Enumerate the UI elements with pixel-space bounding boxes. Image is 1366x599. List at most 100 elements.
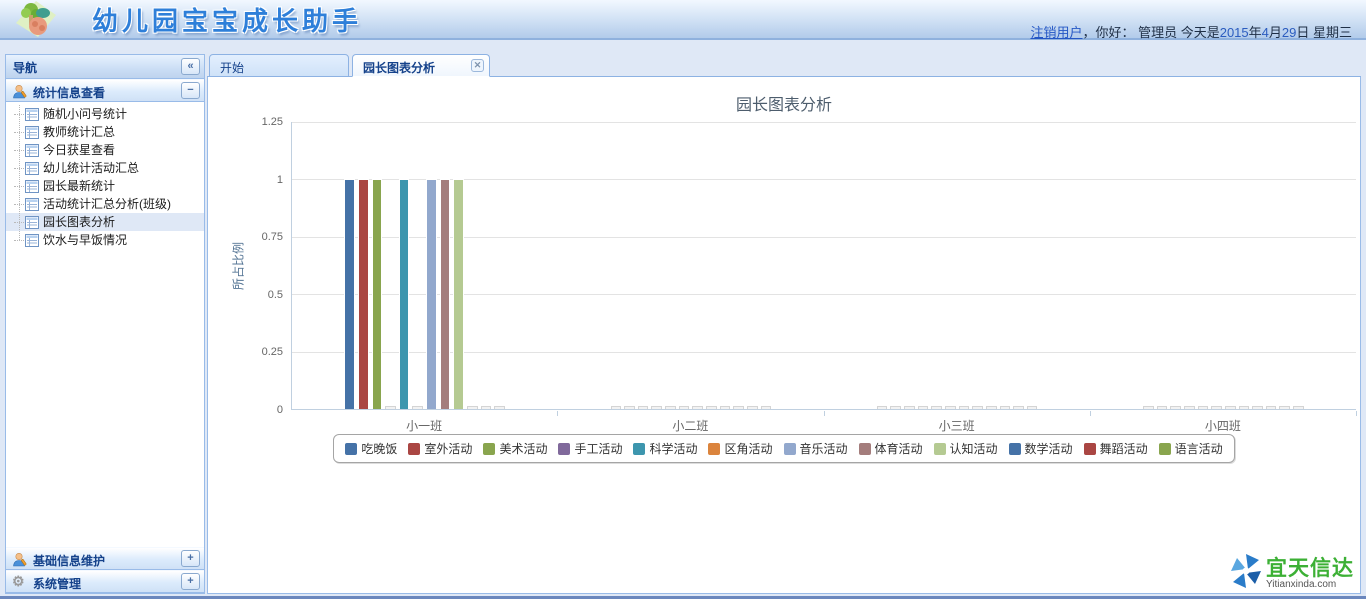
bar-小四班-数学活动[interactable]	[1265, 406, 1277, 409]
bar-小四班-科学活动[interactable]	[1197, 406, 1209, 409]
tab-start-label: 开始	[220, 61, 245, 75]
report-icon	[25, 161, 39, 175]
bar-小一班-音乐活动[interactable]	[426, 178, 437, 409]
bar-小二班-语言活动[interactable]	[760, 406, 772, 409]
bar-小三班-音乐活动[interactable]	[958, 406, 970, 409]
bar-小一班-舞蹈活动[interactable]	[480, 406, 492, 409]
bar-小二班-手工活动[interactable]	[651, 406, 663, 409]
bar-小四班-认知活动[interactable]	[1252, 406, 1263, 409]
tree-item-7[interactable]: 饮水与早饭情况	[6, 231, 204, 249]
section-system-toggle[interactable]: +	[181, 573, 200, 590]
bar-小二班-美术活动[interactable]	[637, 406, 649, 409]
logout-link[interactable]: 注销用户	[1030, 25, 1083, 40]
legend-item-手工活动[interactable]: 手工活动	[558, 440, 622, 457]
bar-小二班-吃晚饭[interactable]	[610, 406, 622, 409]
tree-item-3[interactable]: 幼儿统计活动汇总	[6, 159, 204, 177]
app-logo-icon	[16, 1, 56, 37]
bar-小三班-数学活动[interactable]	[999, 406, 1011, 409]
bar-小二班-数学活动[interactable]	[733, 406, 744, 409]
user-greeting-text: 2015	[1219, 25, 1249, 40]
legend-label: 美术活动	[499, 442, 548, 456]
tree-item-0[interactable]: 随机小问号统计	[6, 105, 204, 123]
tree-item-4[interactable]: 园长最新统计	[6, 177, 204, 195]
bar-小四班-区角活动[interactable]	[1211, 406, 1222, 409]
bar-小三班-区角活动[interactable]	[944, 406, 956, 409]
tab-close-icon[interactable]: ✕	[471, 59, 484, 72]
bar-小三班-吃晚饭[interactable]	[876, 406, 888, 409]
bar-小四班-吃晚饭[interactable]	[1143, 406, 1154, 409]
y-tick-label: 1	[276, 173, 283, 186]
section-baseinfo-toggle[interactable]: +	[181, 550, 200, 567]
x-axis-tick	[1089, 411, 1091, 416]
bar-小四班-舞蹈活动[interactable]	[1279, 406, 1291, 409]
bar-小三班-舞蹈活动[interactable]	[1013, 406, 1024, 409]
section-system-header[interactable]: ⚙ 系统管理 +	[6, 570, 204, 593]
legend-item-室外活动[interactable]: 室外活动	[408, 440, 472, 457]
legend-item-舞蹈活动[interactable]: 舞蹈活动	[1083, 440, 1148, 457]
tree-item-6[interactable]: 园长图表分析	[6, 213, 204, 231]
section-statistics-toggle[interactable]: −	[181, 82, 200, 99]
bar-小一班-区角活动[interactable]	[412, 406, 424, 409]
gridline	[292, 121, 1356, 123]
legend-item-数学活动[interactable]: 数学活动	[1008, 440, 1073, 457]
tree-item-2[interactable]: 今日获星查看	[6, 141, 204, 159]
legend-item-语言活动[interactable]: 语言活动	[1158, 440, 1223, 457]
bar-小二班-科学活动[interactable]	[665, 406, 676, 409]
gear-icon: ⚙	[12, 573, 25, 589]
bar-小一班-数学活动[interactable]	[467, 406, 478, 409]
tab-start[interactable]: 开始	[209, 54, 349, 77]
bar-小一班-科学活动[interactable]	[398, 178, 410, 409]
legend-item-吃晚饭[interactable]: 吃晚饭	[345, 440, 397, 457]
legend-item-科学活动[interactable]: 科学活动	[633, 440, 697, 457]
bar-小二班-体育活动[interactable]	[706, 406, 717, 409]
bar-小一班-美术活动[interactable]	[371, 178, 383, 409]
sidebar-collapse-button[interactable]: «	[181, 58, 200, 75]
legend-item-体育活动[interactable]: 体育活动	[858, 440, 923, 457]
bar-小三班-体育活动[interactable]	[972, 406, 983, 409]
bar-小二班-舞蹈活动[interactable]	[746, 406, 758, 409]
legend-swatch	[858, 442, 871, 455]
bar-小一班-室外活动[interactable]	[357, 178, 369, 409]
legend-swatch	[345, 442, 358, 455]
bar-小四班-音乐活动[interactable]	[1224, 406, 1236, 409]
bar-小四班-语言活动[interactable]	[1293, 406, 1304, 409]
report-icon	[25, 107, 39, 121]
section-baseinfo-label: 基础信息维护	[33, 554, 106, 568]
x-axis-tick	[823, 411, 825, 416]
bar-小三班-手工活动[interactable]	[917, 406, 929, 409]
legend-box: 吃晚饭 室外活动 美术活动 手工活动 科学活动 区角活动 音乐活动 体育活动 认知活动 数学活动 舞…	[333, 434, 1235, 463]
bar-小三班-语言活动[interactable]	[1026, 406, 1038, 409]
bar-小四班-室外活动[interactable]	[1156, 406, 1168, 409]
bar-小一班-体育活动[interactable]	[439, 178, 451, 409]
legend-item-音乐活动[interactable]: 音乐活动	[783, 440, 848, 457]
bar-小三班-科学活动[interactable]	[931, 406, 942, 409]
bar-小三班-美术活动[interactable]	[904, 406, 915, 409]
bar-小二班-认知活动[interactable]	[719, 406, 731, 409]
bar-小三班-认知活动[interactable]	[985, 406, 997, 409]
section-statistics-header[interactable]: 统计信息查看 −	[6, 79, 204, 102]
tree-item-5[interactable]: 活动统计汇总分析(班级)	[6, 195, 204, 213]
bar-小四班-手工活动[interactable]	[1183, 406, 1195, 409]
bar-小四班-美术活动[interactable]	[1170, 406, 1181, 409]
bar-小一班-吃晚饭[interactable]	[344, 178, 355, 409]
bar-小二班-音乐活动[interactable]	[692, 406, 704, 409]
bar-小一班-语言活动[interactable]	[494, 406, 505, 409]
legend-item-认知活动[interactable]: 认知活动	[933, 440, 998, 457]
bar-小二班-区角活动[interactable]	[678, 406, 690, 409]
bar-小三班-室外活动[interactable]	[890, 406, 902, 409]
bar-小二班-室外活动[interactable]	[624, 406, 635, 409]
tree-item-1[interactable]: 教师统计汇总	[6, 123, 204, 141]
report-icon	[25, 125, 39, 139]
user-greeting-text: 年	[1248, 25, 1262, 40]
gridline	[292, 294, 1356, 296]
bar-小一班-手工活动[interactable]	[385, 406, 396, 409]
bar-小四班-体育活动[interactable]	[1238, 406, 1250, 409]
y-axis-title: 所占比例	[231, 241, 246, 291]
legend-item-区角活动[interactable]: 区角活动	[708, 440, 773, 457]
vendor-name-cn: 宜天信达	[1266, 557, 1354, 580]
bar-小一班-认知活动[interactable]	[453, 178, 465, 409]
section-baseinfo-header[interactable]: 基础信息维护 +	[6, 547, 204, 570]
tab-chart-analysis[interactable]: 园长图表分析 ✕	[352, 54, 490, 77]
legend-item-美术活动[interactable]: 美术活动	[483, 440, 547, 457]
user-info: 注销用户，你好： 管理员 今天是2015年4月29日 星期三	[1030, 22, 1352, 41]
